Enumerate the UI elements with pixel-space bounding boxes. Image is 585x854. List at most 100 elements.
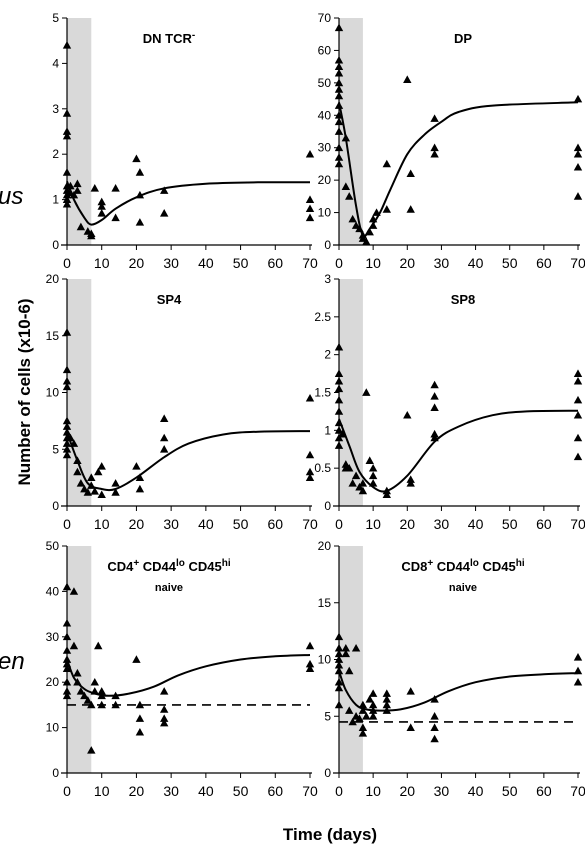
data-point xyxy=(358,486,368,495)
y-tick-label: 20 xyxy=(46,675,60,689)
data-point xyxy=(305,150,315,158)
x-tick-label: 70 xyxy=(302,516,318,532)
data-point xyxy=(62,190,72,199)
data-point xyxy=(348,214,357,223)
x-tick-label: 70 xyxy=(302,783,318,799)
data-point xyxy=(334,143,344,152)
data-point xyxy=(76,479,86,487)
data-point xyxy=(111,488,120,496)
x-tick-label: 50 xyxy=(502,783,518,799)
data-point xyxy=(382,490,391,499)
data-point xyxy=(62,439,72,447)
data-point xyxy=(62,687,72,695)
shaded-period xyxy=(339,279,363,506)
data-point xyxy=(430,114,439,122)
data-point xyxy=(334,369,344,377)
data-point xyxy=(132,462,141,470)
data-point xyxy=(135,484,145,493)
x-tick-label: 60 xyxy=(536,783,552,799)
y-tick-label: 10 xyxy=(318,653,332,667)
data-point xyxy=(368,221,378,229)
data-point xyxy=(62,41,72,49)
data-point xyxy=(368,463,378,472)
chart-panel-5: 0 10 20 30 40 50 0 10 20 30 40 50 60 70 CD4+ CD44lo CD… xyxy=(46,539,318,799)
data-point xyxy=(62,428,72,436)
x-tick-label: 40 xyxy=(468,783,484,799)
data-point xyxy=(97,700,106,709)
data-point xyxy=(334,23,344,32)
data-point xyxy=(62,199,72,208)
data-point xyxy=(341,460,351,468)
x-tick-label: 60 xyxy=(267,516,283,532)
data-point xyxy=(368,712,378,720)
data-point xyxy=(348,717,357,726)
data-point xyxy=(62,450,72,459)
data-point xyxy=(334,91,344,100)
x-tick-label: 40 xyxy=(198,255,214,271)
x-tick-label: 0 xyxy=(63,255,71,271)
data-point xyxy=(83,696,93,704)
y-tick-label: 10 xyxy=(318,206,332,220)
data-point xyxy=(62,127,72,135)
cropped-side-label-top: us xyxy=(0,183,24,210)
y-tick-label: 2 xyxy=(52,147,59,161)
data-point xyxy=(430,429,439,438)
panel-title: SP8 xyxy=(451,292,476,307)
data-point xyxy=(368,471,378,480)
data-point xyxy=(69,641,79,650)
shaded-period xyxy=(67,546,92,773)
y-tick-label: 30 xyxy=(318,141,332,155)
data-point xyxy=(573,369,583,377)
data-point xyxy=(334,127,344,135)
data-point xyxy=(430,712,439,720)
x-tick-label: 30 xyxy=(163,255,179,271)
data-point xyxy=(341,643,351,652)
data-point xyxy=(345,463,354,472)
data-point xyxy=(345,666,354,675)
data-point xyxy=(305,664,315,672)
x-tick-label: 10 xyxy=(365,783,381,799)
data-point xyxy=(348,479,357,487)
data-point xyxy=(573,678,583,686)
data-point xyxy=(334,153,344,161)
data-point xyxy=(62,376,72,385)
data-point xyxy=(430,695,439,703)
x-tick-label: 40 xyxy=(198,516,214,532)
data-point xyxy=(73,668,82,677)
y-tick-label: 30 xyxy=(46,630,60,644)
data-point xyxy=(334,700,344,709)
x-tick-label: 10 xyxy=(94,783,110,799)
y-tick-label: 20 xyxy=(318,539,332,553)
data-point xyxy=(111,700,120,709)
data-point xyxy=(160,433,169,442)
data-point xyxy=(87,473,96,481)
data-point xyxy=(111,213,120,222)
data-point xyxy=(358,723,368,731)
data-point xyxy=(573,411,583,419)
x-tick-label: 0 xyxy=(63,783,71,799)
data-point xyxy=(403,411,412,419)
data-point xyxy=(132,655,141,663)
y-tick-label: 40 xyxy=(318,108,332,122)
shaded-period xyxy=(339,18,363,245)
data-point xyxy=(334,666,344,675)
y-tick-label: 0 xyxy=(52,238,59,252)
data-point xyxy=(334,655,344,663)
data-point xyxy=(334,85,344,93)
data-point xyxy=(345,192,354,200)
data-point xyxy=(62,195,72,203)
figure-x-axis-label: Time (days) xyxy=(283,825,377,844)
data-point xyxy=(135,168,145,176)
data-point xyxy=(69,439,79,447)
data-point xyxy=(355,224,364,233)
x-tick-label: 20 xyxy=(399,255,415,271)
data-point xyxy=(62,632,72,641)
data-point xyxy=(351,643,361,652)
data-point xyxy=(573,150,583,158)
data-point xyxy=(62,582,72,591)
data-point xyxy=(66,433,75,442)
data-point xyxy=(73,186,82,194)
data-point xyxy=(66,181,75,190)
